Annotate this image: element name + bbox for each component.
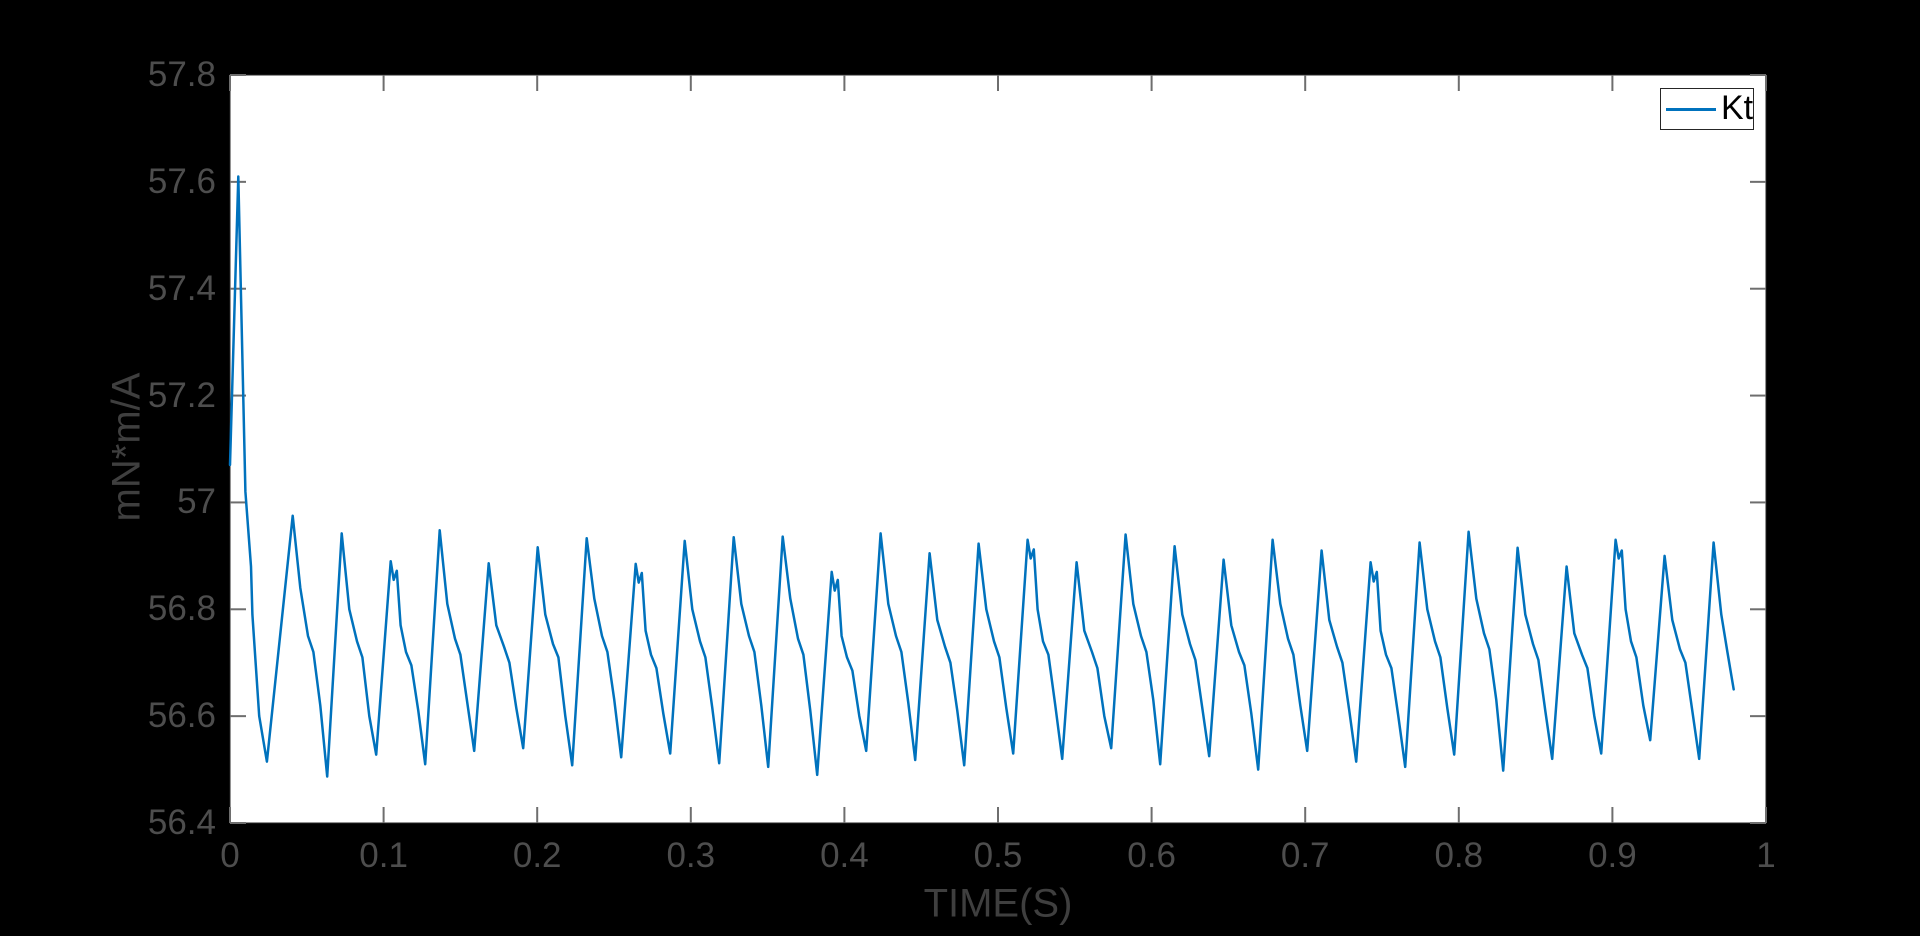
x-tick-label: 0.3 (666, 836, 716, 875)
legend-series-label[interactable]: Kt (1721, 88, 1754, 127)
legend[interactable]: Kt (1660, 88, 1754, 130)
y-tick-label: 57.8 (147, 55, 216, 94)
y-tick-label: 56.4 (147, 803, 216, 842)
x-tick-label: 0.8 (1434, 836, 1484, 875)
x-tick-label: 1 (1756, 836, 1776, 875)
plot-area (229, 74, 1767, 824)
y-tick-label: 56.8 (147, 589, 216, 629)
x-tick-label: 0.7 (1280, 836, 1330, 875)
y-tick-label: 57.6 (147, 161, 216, 201)
y-tick-label: 56.6 (147, 696, 216, 736)
y-tick-label: 57.4 (147, 268, 216, 308)
y-tick-label: 57.2 (147, 375, 216, 415)
y-tick-label: 57 (177, 482, 216, 522)
x-tick-label: 0.1 (359, 836, 408, 875)
series-line-kt (228, 175, 1735, 778)
x-tick-label: 0.4 (820, 836, 869, 875)
x-tick-label: 0.9 (1588, 836, 1637, 875)
x-axis-label: TIME(S) (923, 881, 1073, 926)
x-tick-label: 0.5 (973, 836, 1023, 875)
legend-line-sample (1666, 107, 1716, 111)
y-axis-label: mN*m/A (104, 372, 149, 522)
x-tick-label: 0.6 (1127, 836, 1176, 875)
x-tick-label: 0.2 (512, 836, 562, 875)
x-tick-label: 0 (220, 836, 240, 875)
